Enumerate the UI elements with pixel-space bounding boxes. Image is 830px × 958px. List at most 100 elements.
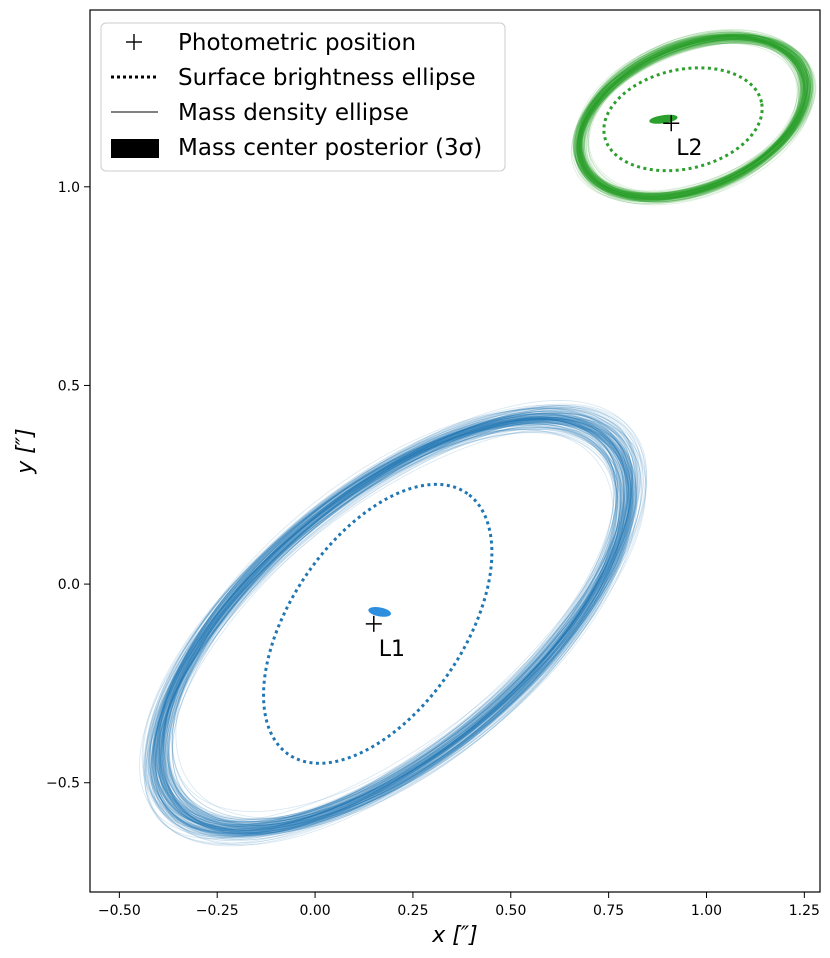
mass-density-ellipse-sample: [151, 415, 634, 834]
mass-density-ellipse-sample: [578, 34, 815, 199]
mass-density-ellipse-sample: [162, 428, 625, 824]
mass-density-ellipse-sample: [142, 412, 642, 832]
mass-density-ellipse-sample: [580, 39, 810, 203]
mass-density-ellipse-sample: [160, 416, 632, 832]
mass-density-ellipse-sample: [155, 413, 641, 832]
mass-density-ellipse-sample: [588, 36, 805, 204]
mass-density-ellipse-sample: [154, 423, 636, 828]
mass-density-ellipse-sample: [580, 33, 807, 199]
mass-density-ellipse-sample: [155, 419, 630, 831]
mass-density-ellipse-sample: [579, 31, 800, 196]
mass-density-ellipse-sample: [578, 38, 805, 197]
mass-density-ellipse-sample: [577, 38, 805, 202]
mass-density-ellipse-sample: [577, 37, 809, 192]
mass-density-ellipse-sample: [168, 426, 620, 828]
mass-density-ellipse-sample: [583, 41, 801, 196]
mass-density-ellipse-sample: [163, 424, 618, 823]
legend-filled-patch-swatch: [111, 139, 159, 158]
mass-density-ellipse-sample: [162, 411, 625, 836]
mass-density-ellipse-sample: [156, 408, 633, 830]
mass-density-ellipse-sample: [159, 422, 632, 828]
mass-density-ellipse-sample: [581, 36, 804, 195]
mass-density-ellipse-sample: [161, 416, 623, 831]
mass-density-ellipse-sample: [159, 421, 627, 829]
mass-density-ellipse-sample: [574, 36, 809, 199]
mass-density-ellipse-sample: [580, 34, 802, 200]
mass-density-ellipse-sample: [585, 38, 808, 200]
legend-label-mass-center-posterior: Mass center posterior (3σ): [178, 135, 482, 161]
mass-density-ellipse-sample: [145, 405, 641, 844]
mass-density-ellipse-sample: [582, 36, 811, 200]
mass-density-ellipse-sample: [581, 39, 808, 201]
mass-density-ellipse-sample: [151, 419, 637, 835]
mass-density-ellipse-sample: [152, 413, 627, 837]
x-tick-label: 0.50: [495, 903, 526, 919]
mass-density-ellipse-sample: [167, 427, 617, 826]
mass-density-ellipse-sample: [161, 415, 622, 831]
mass-density-ellipse-sample: [160, 414, 624, 832]
photometric-position-marker-l2: [663, 115, 680, 132]
mass-density-ellipse-sample: [147, 418, 632, 827]
mass-density-ellipse-sample: [587, 36, 807, 196]
legend-label-mass-density: Mass density ellipse: [178, 100, 409, 126]
surface-brightness-ellipse-l1: [262, 482, 494, 765]
mass-density-ellipse-sample: [156, 414, 630, 835]
mass-density-ellipse-sample: [155, 416, 629, 831]
x-axis: −0.50 −0.25 0.00 0.25 0.50 0.75 1.00 1.25: [98, 892, 820, 919]
mass-density-ellipse-sample: [572, 35, 814, 195]
mass-density-ellipse-sample: [159, 422, 624, 833]
legend-label-photometric-position: Photometric position: [178, 30, 416, 56]
mass-density-ellipse-sample: [573, 31, 807, 201]
mass-density-ellipse-sample: [162, 418, 625, 829]
mass-density-ellipse-sample: [579, 31, 809, 194]
mass-density-ellipse-sample: [154, 408, 632, 837]
x-tick-label: 0.75: [593, 903, 624, 919]
mass-density-ellipse-sample: [575, 34, 809, 196]
mass-density-ellipse-sample: [148, 416, 632, 828]
mass-density-ellipse-sample: [582, 37, 805, 197]
mass-density-ellipse-sample: [167, 432, 617, 824]
mass-density-ellipse-sample: [582, 35, 808, 195]
mass-density-ellipse-sample: [175, 428, 614, 819]
mass-density-ellipse-sample: [576, 38, 812, 195]
mass-density-ellipse-sample: [148, 413, 637, 835]
mass-density-ellipse-sample: [579, 36, 804, 199]
mass-density-ellipse-sample: [573, 37, 809, 199]
mass-density-ellipse-sample: [574, 37, 804, 202]
mass-density-ellipse-sample: [162, 421, 625, 827]
mass-density-ellipse-sample: [158, 418, 624, 827]
mass-density-ellipse-sample: [574, 33, 806, 195]
mass-density-ellipse-sample: [581, 35, 806, 201]
mass-density-ellipse-sample: [580, 39, 804, 196]
mass-density-ellipse-sample: [577, 39, 813, 196]
mass-density-ellipse-sample: [577, 29, 809, 196]
mass-density-ellipse-sample: [580, 42, 802, 197]
mass-density-ellipse-sample: [578, 31, 804, 198]
mass-density-ellipse-sample: [159, 415, 635, 830]
mass-density-ellipse-sample: [580, 34, 805, 201]
mass-density-ellipse-sample: [572, 33, 813, 199]
mass-density-ellipse-sample: [579, 42, 805, 195]
mass-density-ellipse-sample: [156, 409, 628, 833]
mass-density-ellipse-sample: [158, 421, 617, 831]
mass-density-ellipse-sample: [585, 42, 806, 194]
mass-density-ellipse-sample: [578, 34, 806, 198]
mass-density-ellipse-sample: [141, 412, 647, 834]
mass-density-ellipse-sample: [578, 35, 803, 197]
mass-density-ellipse-sample: [575, 31, 808, 201]
legend-frame: [100, 22, 506, 172]
mass-density-ellipse-sample: [145, 409, 647, 838]
lens-name-label: L1: [379, 637, 405, 662]
legend-photometric-marker: [126, 34, 142, 50]
mass-density-ellipse-sample: [576, 37, 809, 197]
mass-density-ellipse-sample: [143, 399, 646, 847]
mass-density-ellipse-sample: [162, 422, 625, 826]
mass-density-ellipse-sample: [580, 33, 814, 195]
mass-density-ellipse-sample: [580, 38, 810, 201]
mass-density-ellipse-sample: [577, 34, 814, 203]
mass-density-ellipses-l2: [570, 28, 817, 206]
mass-density-ellipse-sample: [572, 36, 812, 194]
mass-density-ellipse-sample: [156, 419, 630, 826]
mass-density-ellipse-sample: [578, 40, 809, 197]
mass-density-ellipse-sample: [159, 412, 632, 833]
